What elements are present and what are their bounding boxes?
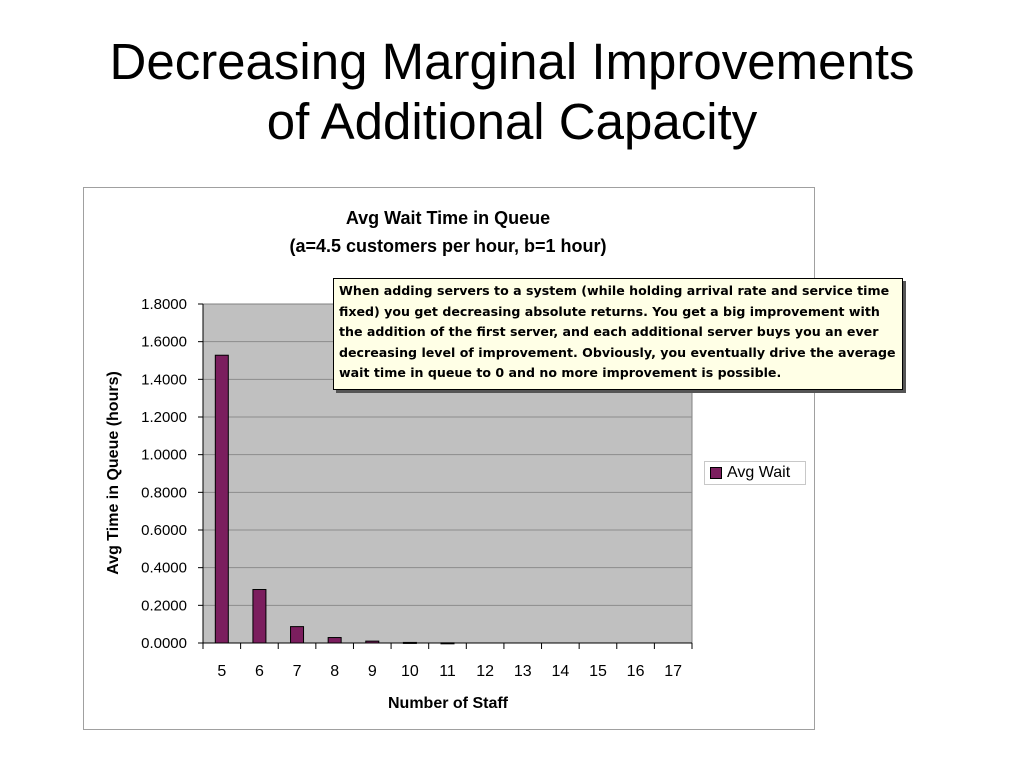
x-tick-label: 14 bbox=[551, 663, 569, 680]
y-tick-label: 0.2000 bbox=[141, 597, 187, 614]
x-tick-label: 7 bbox=[293, 663, 302, 680]
x-axis-title: Number of Staff bbox=[388, 695, 509, 712]
bar bbox=[290, 626, 305, 644]
y-tick-label: 1.8000 bbox=[141, 296, 187, 313]
slide-title: Decreasing Marginal Improvements of Addi… bbox=[0, 32, 1024, 152]
axes: 0.0000 0.2000 0.4000 0.6000 0.8000 1.0000 1.20… bbox=[141, 296, 693, 680]
slide-title-line-1: Decreasing Marginal Improvements bbox=[109, 33, 915, 90]
chart-title: Avg Wait Time in Queue bbox=[346, 208, 550, 228]
x-tick-label: 12 bbox=[476, 663, 494, 680]
y-tick-label: 0.6000 bbox=[141, 522, 187, 539]
y-tick-label: 1.6000 bbox=[141, 334, 187, 351]
annotation-callout: When adding servers to a system (while h… bbox=[333, 278, 903, 390]
x-tick-label: 13 bbox=[514, 663, 532, 680]
x-tick-label: 16 bbox=[627, 663, 645, 680]
y-tick-label: 1.2000 bbox=[141, 409, 187, 426]
y-tick-label: 1.0000 bbox=[141, 447, 187, 464]
y-tick-label: 0.4000 bbox=[141, 560, 187, 577]
y-axis-title: Avg Time in Queue (hours) bbox=[105, 371, 122, 575]
legend-swatch bbox=[710, 467, 722, 479]
x-tick-label: 10 bbox=[401, 663, 419, 680]
chart-legend: Avg Wait bbox=[704, 461, 806, 485]
x-tick-label: 9 bbox=[368, 663, 377, 680]
x-tick-label: 8 bbox=[330, 663, 339, 680]
bar bbox=[252, 589, 267, 644]
annotation-text: When adding servers to a system (while h… bbox=[339, 283, 896, 380]
slide-title-line-2: of Additional Capacity bbox=[266, 93, 758, 150]
bar bbox=[214, 354, 229, 644]
x-tick-label: 5 bbox=[217, 663, 226, 680]
legend-label: Avg Wait bbox=[727, 464, 791, 481]
x-tick-label: 6 bbox=[255, 663, 264, 680]
bar bbox=[327, 637, 342, 644]
y-tick-label: 0.0000 bbox=[141, 635, 187, 652]
y-tick-label: 1.4000 bbox=[141, 371, 187, 388]
x-tick-label: 15 bbox=[589, 663, 607, 680]
y-tick-label: 0.8000 bbox=[141, 484, 187, 501]
x-tick-label: 17 bbox=[664, 663, 682, 680]
x-tick-label: 11 bbox=[439, 663, 456, 680]
chart-subtitle: (a=4.5 customers per hour, b=1 hour) bbox=[289, 236, 606, 256]
